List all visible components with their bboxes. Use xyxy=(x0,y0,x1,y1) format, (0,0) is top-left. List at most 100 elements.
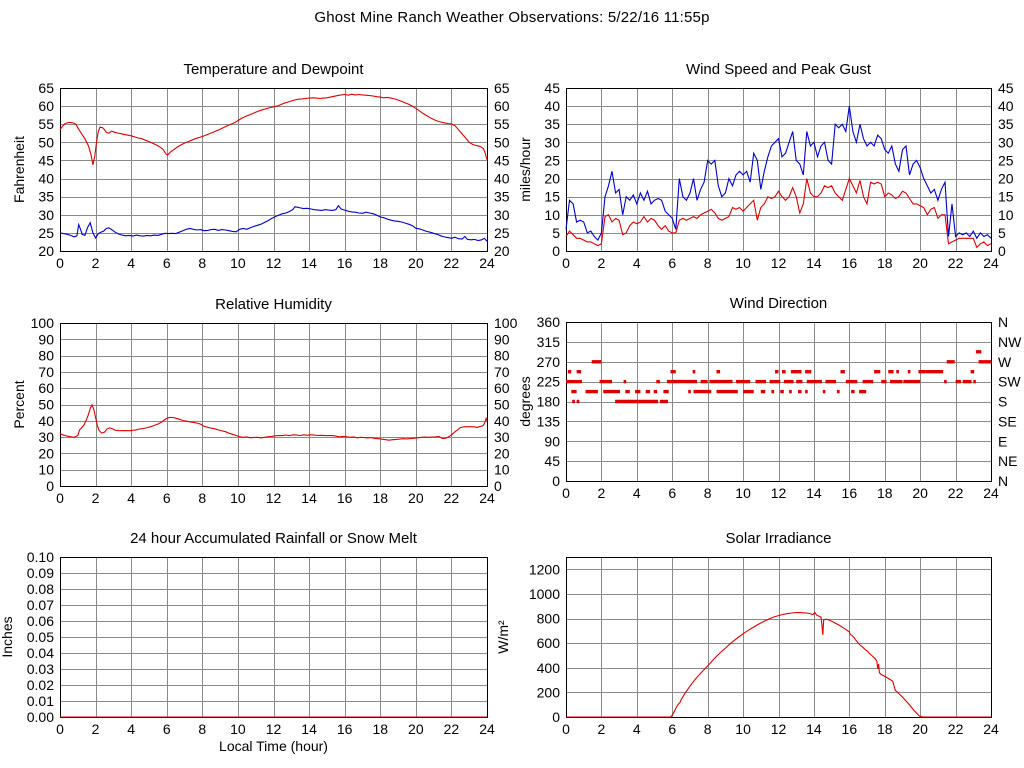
y-tick-label: 0 xyxy=(552,709,560,725)
y-tick-label: 0.06 xyxy=(27,613,54,629)
x-tick-label: 20 xyxy=(408,721,424,737)
y-tick-label: 10 xyxy=(544,207,560,223)
x-tick-label: 12 xyxy=(266,490,282,506)
x-tick-label: 2 xyxy=(92,255,100,271)
y-tick-label: 40 xyxy=(38,413,54,429)
y-tick-label-right: 60 xyxy=(494,98,510,114)
y-tick-label-right: 20 xyxy=(998,171,1014,187)
y-tick-label-right: 40 xyxy=(998,98,1014,114)
y-tick-label: 20 xyxy=(38,445,54,461)
chart-title: Relative Humidity xyxy=(215,296,332,313)
x-tick-label: 18 xyxy=(877,721,893,737)
y-tick-label: 40 xyxy=(544,98,560,114)
x-tick-label: 4 xyxy=(127,721,135,737)
compass-label: SE xyxy=(998,413,1017,429)
y-tick-label: 30 xyxy=(38,207,54,223)
y-axis-name: miles/hour xyxy=(517,137,533,202)
y-tick-label-right: 30 xyxy=(494,207,510,223)
plot-frame xyxy=(60,88,488,252)
y-tick-label: 80 xyxy=(38,348,54,364)
y-tick-label: 50 xyxy=(38,397,54,413)
x-tick-label: 6 xyxy=(163,490,171,506)
y-tick-label: 800 xyxy=(537,611,561,627)
y-tick-label-right: 20 xyxy=(494,445,510,461)
plot-frame xyxy=(566,557,992,718)
x-tick-label: 0 xyxy=(56,490,64,506)
y-tick-label: 0.02 xyxy=(27,677,54,693)
chart-title: Temperature and Dewpoint xyxy=(183,61,364,78)
x-tick-label: 18 xyxy=(877,485,893,501)
y-tick-label: 200 xyxy=(537,684,561,700)
y-axis-name: Fahrenheit xyxy=(11,136,27,203)
x-tick-label: 2 xyxy=(598,721,606,737)
y-tick-label: 25 xyxy=(544,152,560,168)
y-axis-name: Inches xyxy=(0,616,15,657)
compass-label: NE xyxy=(998,453,1017,469)
y-tick-label: 0.03 xyxy=(27,661,54,677)
x-tick-label: 14 xyxy=(806,485,822,501)
y-axis-name: W/m² xyxy=(495,620,511,654)
y-axis-name: Percent xyxy=(11,380,27,428)
y-tick-label: 0 xyxy=(46,478,54,494)
x-tick-label: 18 xyxy=(372,490,388,506)
x-tick-label: 24 xyxy=(479,255,495,271)
chart-title: Solar Irradiance xyxy=(726,530,832,547)
y-tick-label: 65 xyxy=(38,80,54,96)
x-tick-label: 2 xyxy=(598,485,606,501)
x-tick-label: 14 xyxy=(301,490,317,506)
y-tick-label: 600 xyxy=(537,635,561,651)
y-tick-label: 40 xyxy=(38,171,54,187)
x-tick-label: 12 xyxy=(771,485,787,501)
y-tick-label: 30 xyxy=(38,429,54,445)
page-title: Ghost Mine Ranch Weather Observations: 5… xyxy=(314,9,710,26)
compass-label: W xyxy=(998,354,1012,370)
x-tick-label: 10 xyxy=(230,490,246,506)
x-tick-label: 22 xyxy=(444,490,460,506)
x-tick-label: 14 xyxy=(301,721,317,737)
y-tick-label-right: 25 xyxy=(494,225,510,241)
x-tick-label: 10 xyxy=(230,721,246,737)
y-tick-label: 15 xyxy=(544,189,560,205)
x-tick-label: 20 xyxy=(912,721,928,737)
plot-frame xyxy=(566,322,992,482)
y-tick-label-right: 100 xyxy=(494,315,518,331)
y-tick-label: 50 xyxy=(38,134,54,150)
humidity-line xyxy=(59,403,488,441)
compass-label: N xyxy=(998,314,1008,330)
y-tick-label: 20 xyxy=(38,243,54,259)
x-tick-label: 8 xyxy=(198,721,206,737)
x-tick-label: 6 xyxy=(668,721,676,737)
y-tick-label-right: 30 xyxy=(998,134,1014,150)
x-tick-label: 16 xyxy=(842,485,858,501)
x-tick-label: 16 xyxy=(337,490,353,506)
chart-title: Wind Direction xyxy=(730,295,828,312)
x-tick-label: 16 xyxy=(842,721,858,737)
x-tick-label: 10 xyxy=(735,255,751,271)
y-tick-label: 0.09 xyxy=(27,565,54,581)
plot-frame xyxy=(60,323,488,487)
y-tick-label-right: 45 xyxy=(998,80,1014,96)
y-tick-label: 0.07 xyxy=(27,597,54,613)
solar-line xyxy=(566,611,991,718)
compass-label: SW xyxy=(998,374,1021,390)
y-tick-label-right: 40 xyxy=(494,413,510,429)
y-tick-label: 45 xyxy=(38,152,54,168)
plot-frame xyxy=(566,88,992,252)
y-tick-label-right: 55 xyxy=(494,116,510,132)
x-tick-label: 20 xyxy=(912,255,928,271)
y-tick-label-right: 0 xyxy=(494,478,502,494)
x-tick-label: 0 xyxy=(562,255,570,271)
compass-label: NW xyxy=(998,334,1022,350)
gridlines xyxy=(566,88,992,252)
gridlines xyxy=(566,557,992,718)
gridlines xyxy=(60,557,488,718)
y-tick-label-right: 30 xyxy=(494,429,510,445)
wind-direction-points xyxy=(566,350,991,404)
y-tick-label-right: 40 xyxy=(494,171,510,187)
y-tick-label: 1000 xyxy=(529,586,560,602)
x-tick-label: 8 xyxy=(704,255,712,271)
x-tick-label: 18 xyxy=(372,721,388,737)
x-tick-label: 4 xyxy=(127,490,135,506)
